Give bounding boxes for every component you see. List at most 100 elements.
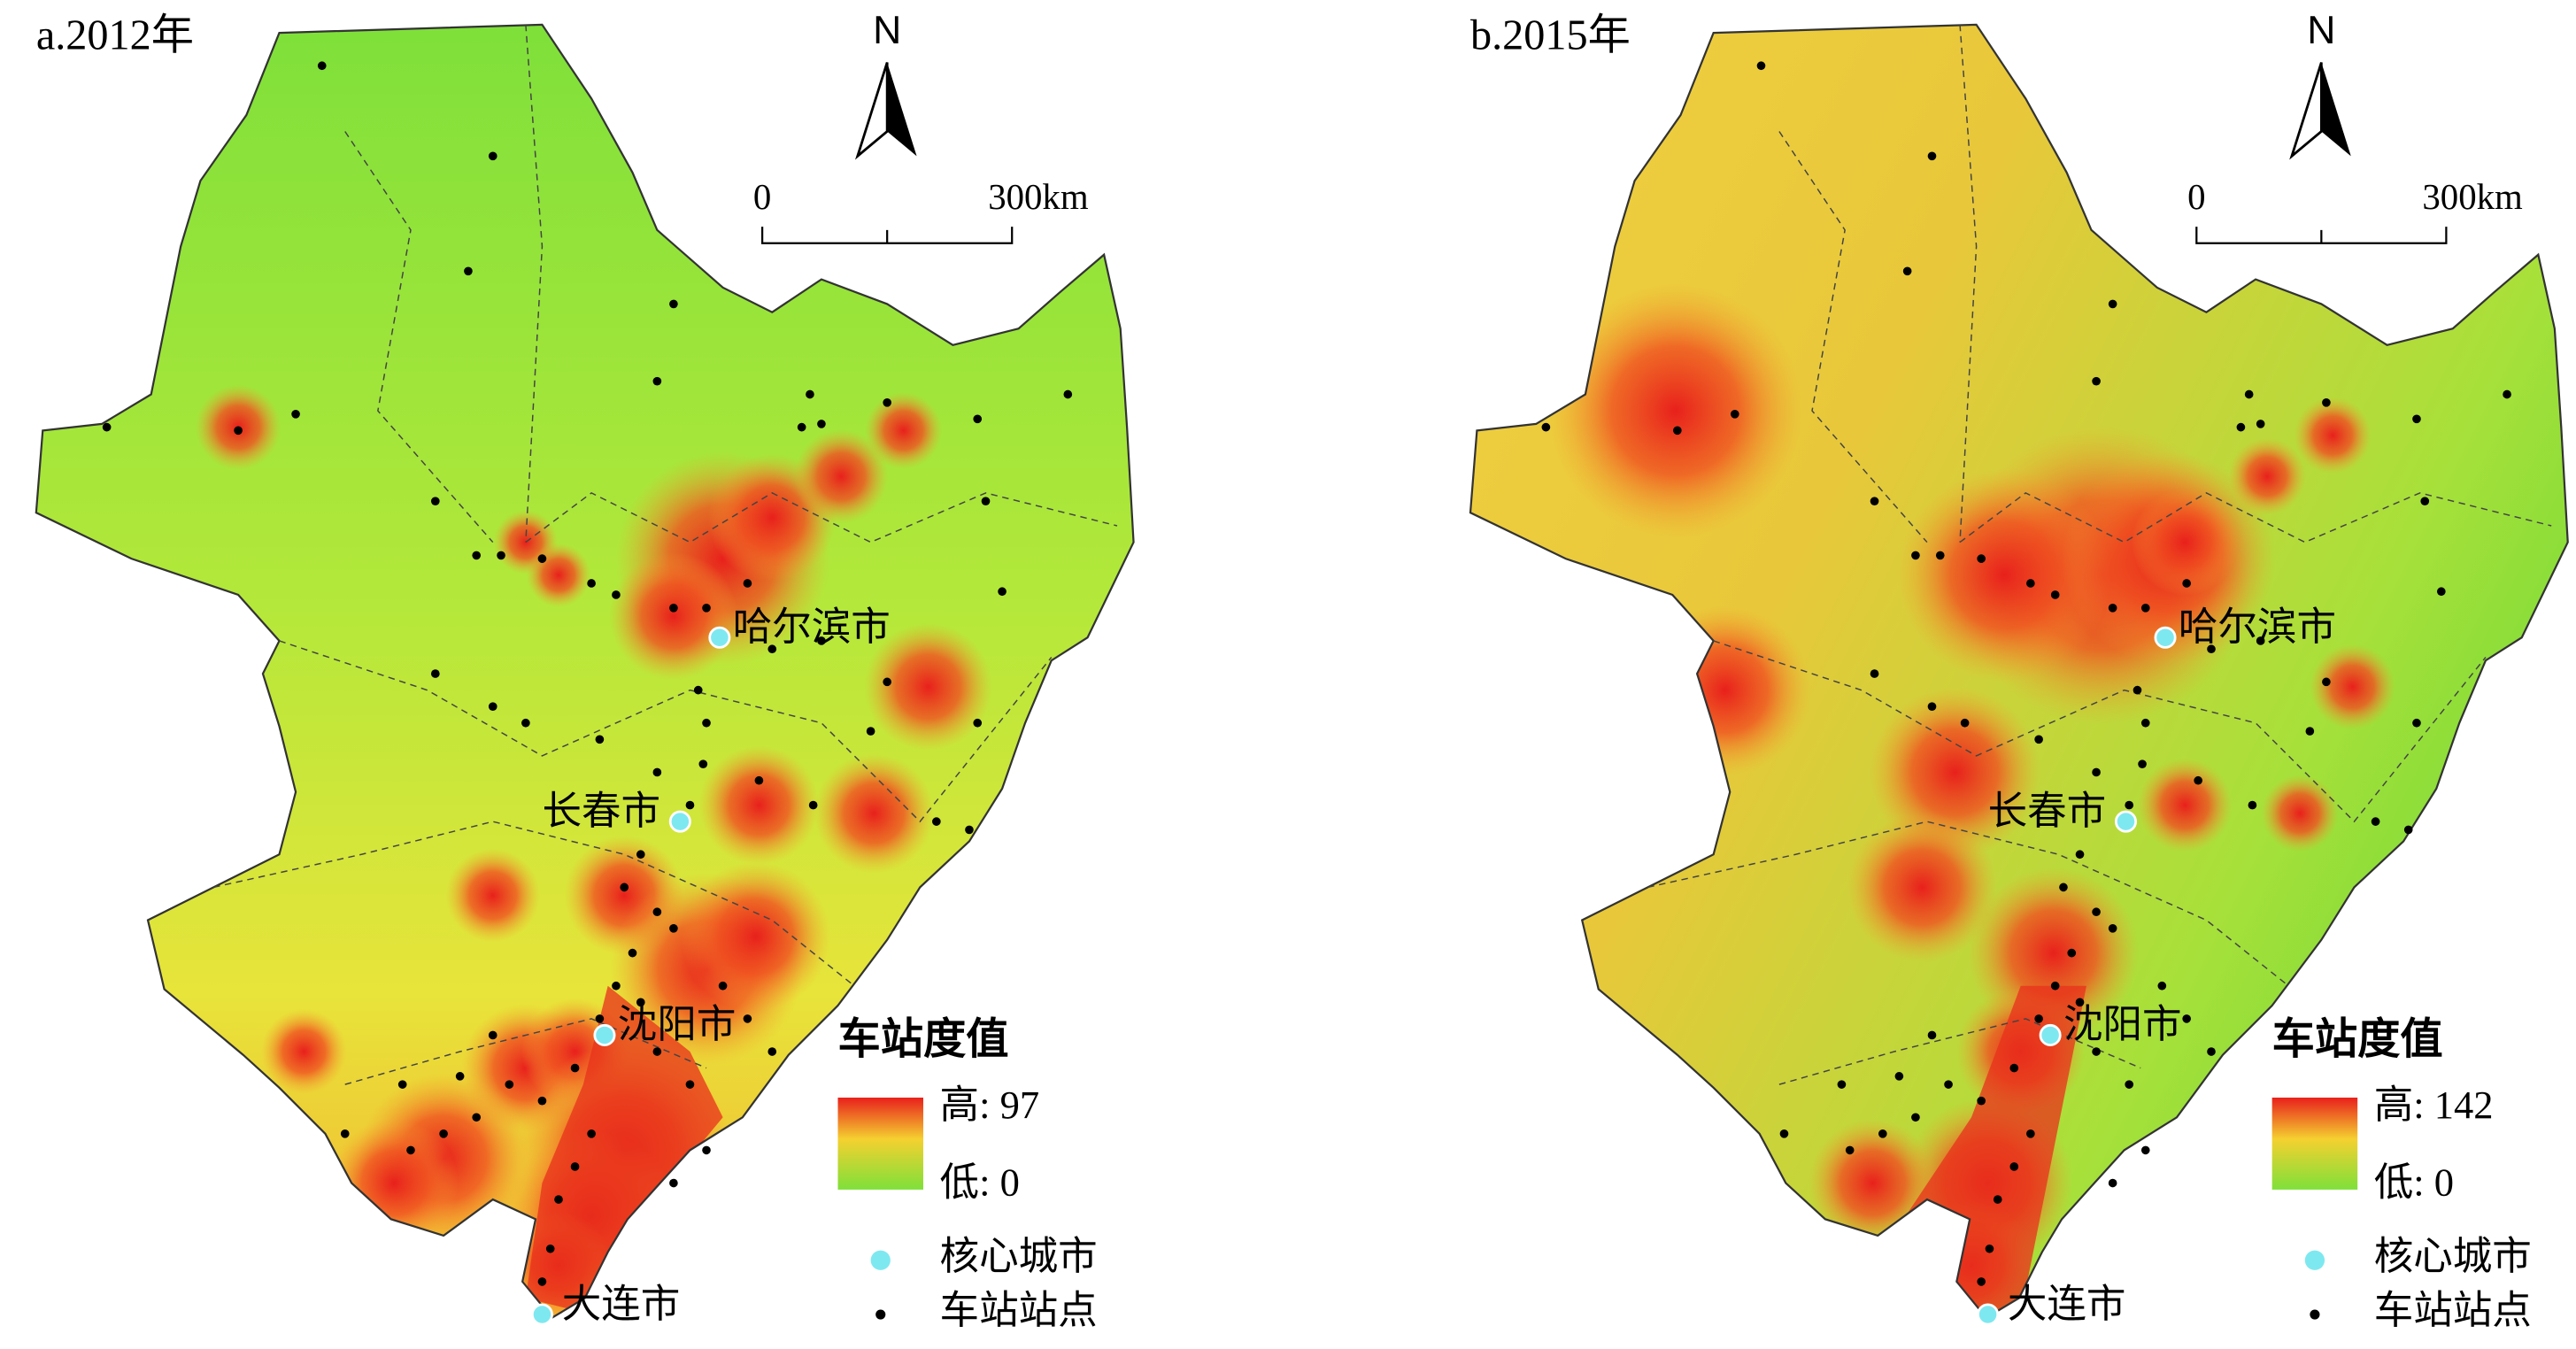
station-dot <box>2034 1014 2043 1023</box>
station-dot <box>2256 636 2265 645</box>
station-dot <box>291 409 300 419</box>
station-dot <box>932 817 941 826</box>
station-dot <box>612 981 621 991</box>
station-dot <box>595 1014 605 1023</box>
station-dot <box>2050 590 2060 599</box>
station-dot <box>2412 718 2421 728</box>
station-dot <box>537 1096 547 1106</box>
station-dot <box>2059 883 2068 892</box>
city-label: 哈尔滨市 <box>2179 605 2336 649</box>
admin-boundary <box>344 131 494 543</box>
station-dot <box>587 579 596 588</box>
station-dot <box>455 1072 465 1081</box>
station-dot <box>2244 389 2254 399</box>
legend-station-symbol <box>2310 1309 2320 1320</box>
station-dot <box>2140 603 2150 613</box>
station-dot <box>2403 825 2413 835</box>
station-dot <box>2436 587 2446 597</box>
admin-boundary <box>1959 24 1978 543</box>
hot-spot <box>864 622 992 752</box>
station-dot <box>2420 497 2430 505</box>
hot-spot <box>2294 397 2372 474</box>
south-heat <box>525 985 723 1315</box>
station-dot <box>2108 1178 2117 1188</box>
station-dot <box>2140 718 2150 728</box>
station-dot <box>2322 677 2331 687</box>
legend-low: 低: 0 <box>940 1160 1020 1204</box>
station-dot <box>430 497 440 505</box>
north-arrow-left <box>855 62 889 160</box>
station-dot <box>702 1145 711 1155</box>
station-dot <box>430 669 440 678</box>
station-dot <box>2503 389 2511 399</box>
core-city <box>2154 626 2177 649</box>
station-dot <box>2026 579 2035 588</box>
border <box>1469 23 2569 1320</box>
station-dot <box>693 685 703 695</box>
station-dot <box>488 1030 497 1040</box>
station-dot <box>2182 579 2191 588</box>
hot-spot <box>794 429 889 524</box>
hot-spot <box>681 861 831 1012</box>
station-dot <box>628 948 637 958</box>
panel-title: b.2015年 <box>1470 12 1631 59</box>
station-dot <box>702 603 711 613</box>
north-label: N <box>873 9 901 52</box>
station-dot <box>2248 800 2257 810</box>
station-dot <box>1927 151 1937 161</box>
station-dot <box>1960 718 1970 728</box>
station-dot <box>702 718 711 728</box>
station-dot <box>1911 1113 1920 1122</box>
station-dot <box>1944 1080 1953 1089</box>
station-dot <box>545 1244 555 1253</box>
station-dot <box>767 644 777 654</box>
legend-ramp <box>2271 1097 2358 1190</box>
station-dot <box>718 981 728 991</box>
legend-station: 车站站点 <box>940 1288 1098 1332</box>
station-dot <box>595 735 605 744</box>
station-dot <box>2050 981 2060 991</box>
station-dot <box>1977 554 1986 563</box>
core-city <box>708 626 731 649</box>
station-dot <box>2108 923 2117 933</box>
station-dot <box>1993 1195 2002 1204</box>
station-dot <box>2207 1047 2216 1056</box>
station-dot <box>472 1113 482 1122</box>
admin-boundary <box>279 640 1053 823</box>
scale-start: 0 <box>2187 177 2205 217</box>
station-dot <box>981 497 991 505</box>
station-dot <box>2108 299 2117 309</box>
station-dot <box>2009 1162 2019 1171</box>
station-dot <box>669 299 678 309</box>
station-dot <box>808 800 818 810</box>
station-dot <box>973 414 983 424</box>
hot-spot <box>698 745 819 866</box>
station-dot <box>2075 850 2085 860</box>
station-dot <box>2236 422 2246 432</box>
station-dot <box>2075 998 2085 1007</box>
station-dot <box>587 1129 596 1138</box>
hot-spot <box>1639 605 1811 776</box>
admin-boundary <box>1778 131 1928 543</box>
hot-spot <box>2138 758 2233 852</box>
station-dot <box>817 420 826 428</box>
city-label: 长春市 <box>542 789 660 833</box>
admin-boundary <box>1647 821 2289 987</box>
hot-spot <box>2131 489 2239 596</box>
station-dot <box>2133 685 2142 695</box>
hot-spot <box>609 551 738 681</box>
station-dot <box>1870 497 1879 505</box>
legend-core-city: 核心城市 <box>2374 1234 2532 1278</box>
hot-spot <box>1809 1119 1938 1247</box>
legend-city-symbol <box>2304 1250 2325 1270</box>
core-city <box>1977 1303 2000 1326</box>
station-dot <box>2305 727 2315 736</box>
station-dot <box>488 151 497 161</box>
admin-boundary <box>525 24 544 543</box>
legend-core-city: 核心城市 <box>940 1234 1098 1278</box>
station-dot <box>817 636 826 645</box>
station-dot <box>2256 420 2265 428</box>
